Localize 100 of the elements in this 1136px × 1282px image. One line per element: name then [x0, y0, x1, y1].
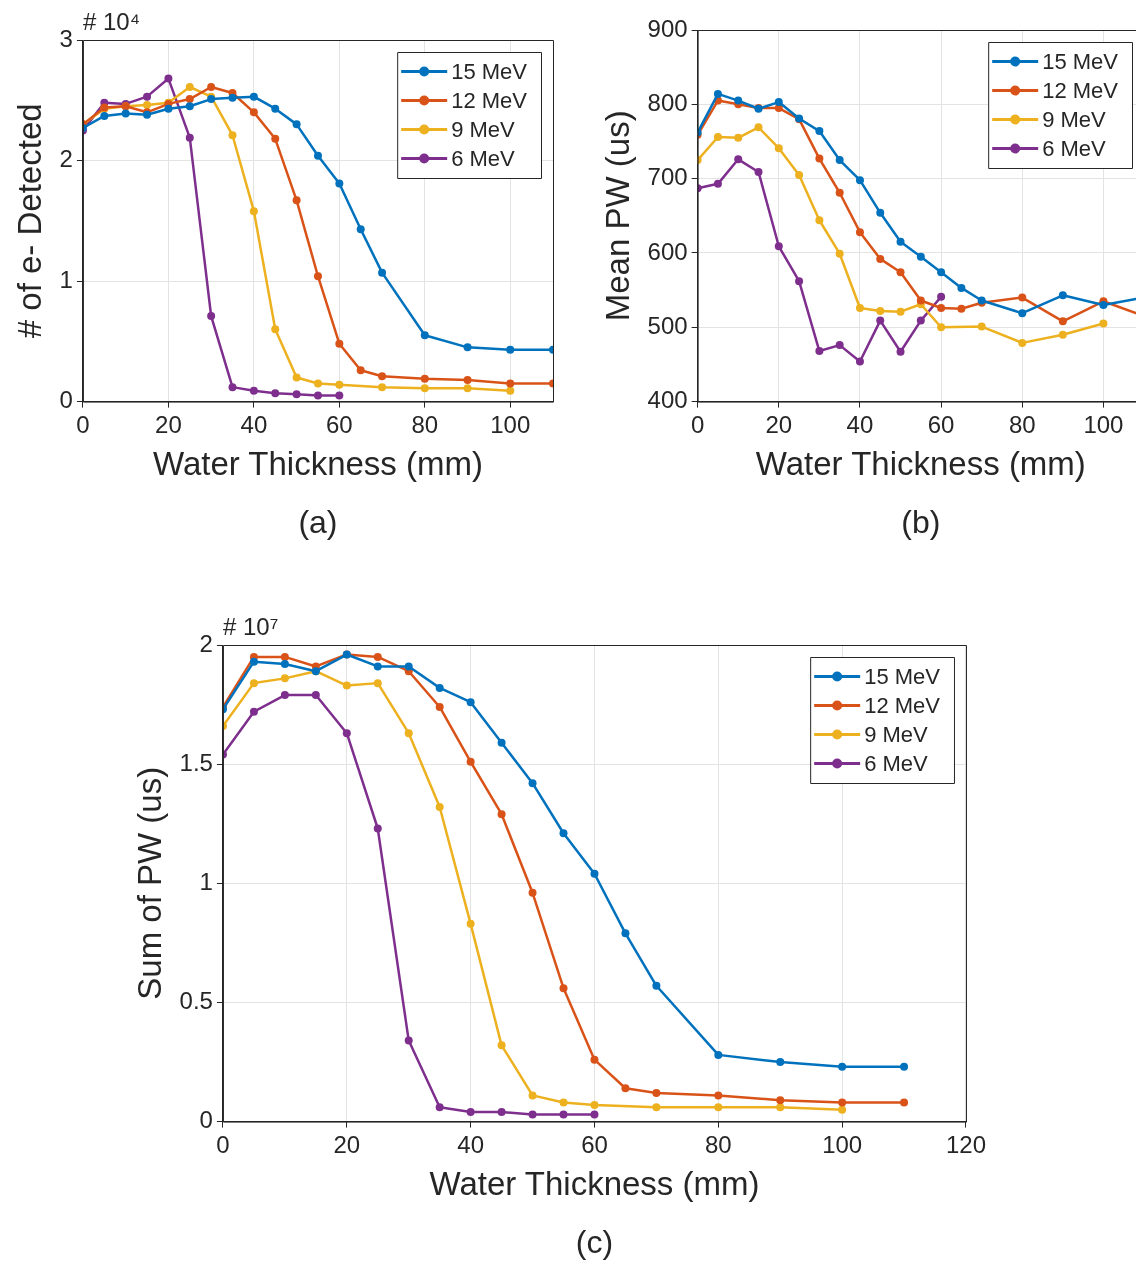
point [754, 123, 763, 132]
x-axis-title: Water Thickness (mm) [152, 445, 483, 483]
text: (c) [575, 1224, 614, 1261]
point [271, 389, 280, 398]
x-tick-label: 100 [822, 1130, 863, 1158]
point [378, 372, 387, 381]
point [373, 652, 382, 661]
point [292, 373, 301, 382]
point [207, 312, 216, 321]
point [652, 1089, 661, 1097]
point [734, 155, 743, 164]
point [795, 277, 804, 286]
point [652, 1103, 661, 1112]
point [795, 170, 804, 179]
point [313, 151, 322, 160]
point [835, 188, 844, 197]
point [342, 681, 351, 690]
point [855, 357, 864, 366]
point [590, 869, 599, 878]
y-axis-title: Mean PW (us) [598, 110, 636, 322]
point [937, 268, 946, 277]
point [1018, 309, 1027, 318]
x-tick-label: 80 [704, 1130, 732, 1158]
point [838, 1062, 847, 1071]
y-tick-label: 1 [59, 265, 73, 293]
point [815, 154, 824, 163]
point [463, 384, 472, 393]
point [466, 698, 475, 707]
legend-label: 9 MeV [451, 116, 516, 142]
point [528, 1110, 537, 1119]
point [776, 1058, 785, 1067]
legend-label: 6 MeV [1042, 135, 1107, 161]
point [280, 691, 289, 700]
point [185, 95, 194, 104]
point [271, 134, 280, 143]
point [1058, 291, 1067, 300]
point [916, 316, 925, 325]
point [835, 249, 844, 258]
y-tick-label: 1.5 [179, 748, 213, 776]
point [249, 679, 258, 688]
point [774, 144, 783, 153]
point [249, 657, 258, 666]
point [713, 179, 722, 188]
point [815, 127, 824, 136]
text: # 10⁷ [222, 613, 279, 641]
point [714, 1091, 723, 1100]
point [896, 268, 905, 277]
point [713, 89, 722, 98]
point [185, 133, 194, 142]
y-tick-label: 400 [647, 386, 688, 414]
point [957, 304, 966, 313]
y-tick-label: 3 [59, 24, 73, 52]
point [463, 343, 472, 352]
legend-label: 12 MeV [1042, 77, 1119, 103]
legend-label: 9 MeV [864, 721, 929, 747]
y-tick-label: 1 [199, 867, 213, 895]
point [916, 296, 925, 305]
point [292, 120, 301, 129]
point [528, 1091, 537, 1100]
point [714, 1103, 723, 1112]
point [774, 98, 783, 107]
point [420, 374, 429, 383]
y-tick-label: 0.5 [179, 987, 213, 1015]
point [466, 919, 475, 928]
point [876, 306, 885, 315]
point [896, 347, 905, 356]
point [228, 131, 237, 140]
y-tick-label: 900 [647, 14, 688, 42]
point [838, 1105, 847, 1114]
point [463, 375, 472, 384]
point [249, 92, 258, 101]
y-tick-label: 2 [199, 629, 213, 657]
x-axis-title: Water Thickness (mm) [755, 445, 1086, 483]
point [404, 1036, 413, 1045]
point [621, 1084, 630, 1093]
x-tick-label: 0 [690, 410, 705, 438]
legend-label: 9 MeV [1042, 106, 1107, 132]
legend-label: 15 MeV [1042, 48, 1119, 74]
point [621, 929, 630, 938]
point [280, 674, 289, 683]
point [896, 237, 905, 246]
point [977, 322, 986, 331]
point [249, 108, 258, 117]
point [404, 662, 413, 671]
text: (a) [298, 504, 338, 541]
x-tick-label: 20 [333, 1130, 361, 1158]
point [356, 225, 365, 234]
point [100, 111, 109, 120]
point [652, 981, 661, 990]
legend-label: 15 MeV [864, 663, 941, 689]
y-axis-title: # of e- Detected [10, 103, 48, 339]
point [497, 810, 506, 819]
x-tick-label: 20 [155, 410, 182, 438]
point [335, 380, 344, 389]
point [342, 729, 351, 738]
legend-label: 6 MeV [451, 145, 516, 171]
point [815, 347, 824, 356]
point [249, 386, 258, 395]
point [838, 1098, 847, 1107]
point [466, 757, 475, 766]
